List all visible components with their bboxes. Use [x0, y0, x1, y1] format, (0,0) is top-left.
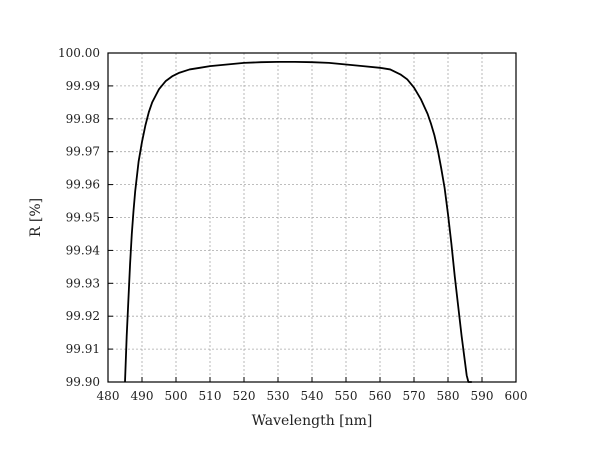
- reflectance-curve: [124, 60, 472, 383]
- y-axis-title: R [%]: [28, 198, 44, 237]
- x-tick-labels: 480 490 500 510 520 530 540 550 560 570 580 590 600: [97, 389, 528, 403]
- y-tick-label: 100.00: [58, 46, 100, 60]
- y-tick-label: 99.97: [66, 145, 100, 159]
- x-tick-label: 570: [403, 389, 426, 403]
- x-tick-label: 520: [233, 389, 256, 403]
- x-tick-label: 540: [301, 389, 324, 403]
- y-tick-label: 99.98: [66, 112, 100, 126]
- x-tick-label: 580: [437, 389, 460, 403]
- y-tick-label: 99.93: [66, 276, 100, 290]
- y-tick-label: 99.96: [66, 178, 100, 192]
- x-tick-label: 490: [131, 389, 154, 403]
- y-tick-label: 99.92: [66, 309, 100, 323]
- x-tick-label: 530: [267, 389, 290, 403]
- series-layer: [124, 60, 472, 383]
- y-tick-label: 99.99: [66, 79, 100, 93]
- y-tick-label: 99.95: [66, 211, 100, 225]
- x-tick-label: 500: [165, 389, 188, 403]
- y-tick-label: 99.91: [66, 342, 100, 356]
- grid-lines: [108, 53, 516, 382]
- y-tick-label: 99.94: [66, 243, 101, 257]
- x-tick-label: 550: [335, 389, 358, 403]
- y-tick-label: 99.90: [66, 375, 100, 389]
- y-tick-labels: 99.90 99.91 99.92 99.93 99.94 99.95 99.96 99.97…: [58, 46, 100, 389]
- x-tick-label: 510: [199, 389, 222, 403]
- x-tick-label: 560: [369, 389, 392, 403]
- x-tick-label: 590: [471, 389, 494, 403]
- x-tick-label: 480: [97, 389, 120, 403]
- x-tick-label: 600: [505, 389, 528, 403]
- plot-frame: [107, 52, 517, 383]
- x-axis-title: Wavelength [nm]: [252, 413, 373, 429]
